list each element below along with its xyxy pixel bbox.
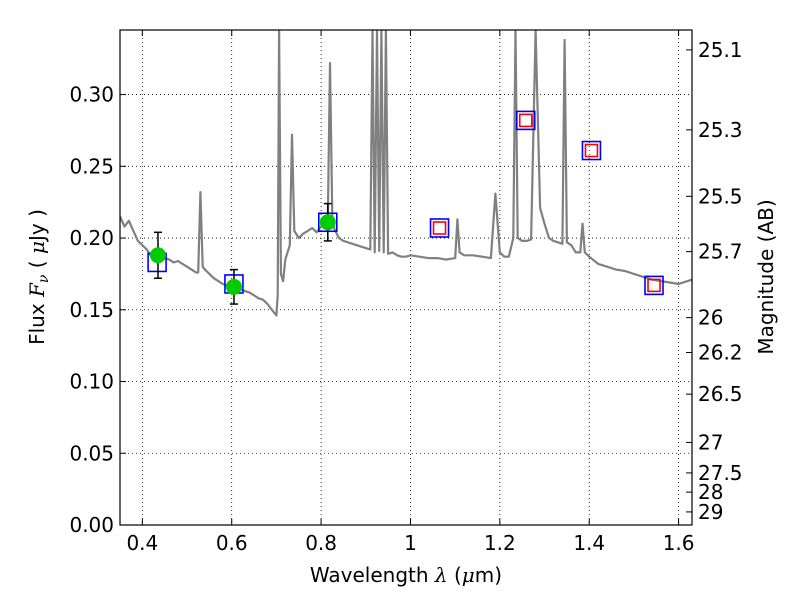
y-tick-label: 0.15 <box>69 298 114 322</box>
x-tick-label: 1.4 <box>573 531 605 555</box>
y2-tick-label: 25.3 <box>698 118 743 142</box>
marker-layer <box>147 110 664 305</box>
observed-point <box>149 247 166 264</box>
y2-tick-label: 25.1 <box>698 38 743 62</box>
model-square <box>581 140 602 161</box>
upper-limit-square <box>647 278 661 293</box>
series-layer <box>120 30 692 317</box>
x-axis-label: Wavelength λ (μm) <box>310 563 502 587</box>
model-square <box>644 275 664 296</box>
x-tick-label: 1 <box>404 531 417 555</box>
observed-point <box>319 214 336 231</box>
x-tick-label: 1.6 <box>663 531 695 555</box>
y2-tick-label: 27.5 <box>698 461 743 485</box>
y-tick-label: 0.20 <box>69 226 114 250</box>
y2-tick-label: 26.2 <box>698 341 743 365</box>
plot-frame <box>119 29 693 526</box>
y2-tick-label: 26.5 <box>698 382 743 406</box>
y-tick-label: 0.30 <box>69 83 114 107</box>
observed-point <box>225 278 242 295</box>
x-tick-label: 0.8 <box>305 531 337 555</box>
y-tick-label: 0.25 <box>69 154 114 178</box>
y-tick-label: 0.10 <box>69 370 114 394</box>
upper-limit-square <box>518 113 533 128</box>
y2-tick-label: 28 <box>698 480 723 504</box>
x-tick-label: 0.6 <box>216 531 248 555</box>
y2-tick-label: 25.7 <box>698 240 743 264</box>
y2-tick-label: 26 <box>698 306 723 330</box>
y2-tick-label: 25.5 <box>698 184 743 208</box>
ticks: 0.4 0.6 0.8 1 1.2 1.4 1.6 0.00 0.05 0.10 0.15 0.20 0… <box>69 30 743 555</box>
y-axis-label: Flux Fν ( μJy ) <box>25 209 52 345</box>
x-tick-label: 0.4 <box>126 531 158 555</box>
upper-limit-square <box>432 221 447 235</box>
y2-axis-label: Magnitude (AB) <box>754 199 778 354</box>
model-square <box>429 218 450 238</box>
y2-tick-label: 27 <box>698 430 723 454</box>
model-square <box>515 110 536 131</box>
y2-tick-label: 29 <box>698 500 723 524</box>
spectrum-line <box>120 30 692 317</box>
x-tick-label: 1.2 <box>484 531 516 555</box>
upper-limit-square <box>584 143 599 158</box>
y-tick-label: 0.00 <box>69 513 114 537</box>
y-tick-label: 0.05 <box>69 441 114 465</box>
